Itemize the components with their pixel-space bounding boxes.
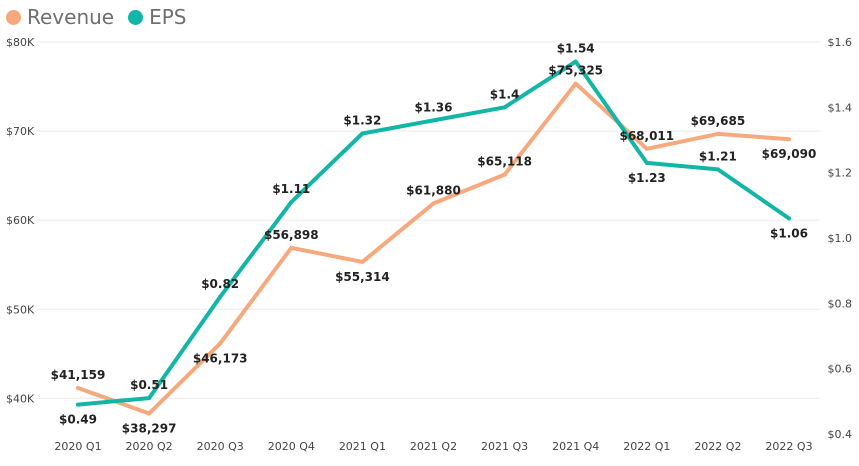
data-label-revenue: $38,297 [122, 422, 177, 436]
data-point-eps [644, 160, 649, 165]
data-point-revenue [787, 137, 791, 142]
legend-item-eps[interactable]: EPS [128, 5, 187, 29]
y-left-tick-label: $40K [6, 392, 35, 405]
legend-swatch-revenue [6, 9, 21, 25]
data-point-revenue [502, 172, 507, 177]
data-label-revenue: $41,159 [51, 368, 106, 382]
series-line-revenue [76, 81, 791, 416]
data-label-eps: $1.11 [272, 182, 310, 196]
data-label-revenue: $68,011 [619, 129, 674, 143]
data-point-eps [218, 294, 223, 299]
data-point-eps [787, 216, 791, 221]
data-point-revenue [715, 131, 720, 136]
x-tick-label: 2021 Q4 [552, 440, 599, 453]
y-right-tick-label: $0.8 [828, 297, 853, 310]
data-point-revenue [76, 386, 80, 391]
x-tick-label: 2022 Q3 [765, 440, 812, 453]
data-label-eps: $1.36 [415, 100, 453, 114]
data-label-eps: $1.54 [557, 42, 595, 56]
x-tick-label: 2020 Q4 [268, 440, 315, 453]
x-tick-label: 2020 Q2 [126, 440, 173, 453]
data-label-eps: $1.32 [343, 113, 381, 127]
data-point-revenue [573, 81, 578, 86]
x-tick-label: 2020 Q3 [197, 440, 244, 453]
legend-label-revenue: Revenue [27, 5, 115, 29]
x-tick-label: 2022 Q2 [694, 440, 741, 453]
legend-swatch-eps [128, 9, 144, 25]
y-left-tick-label: $60K [6, 214, 35, 227]
data-point-eps [147, 396, 152, 401]
data-point-eps [360, 131, 365, 136]
data-point-revenue [644, 146, 649, 151]
y-right-tick-label: $0.6 [828, 363, 853, 376]
legend-label-eps: EPS [149, 5, 187, 29]
data-label-revenue: $69,090 [762, 147, 817, 161]
y-left-tick-label: $50K [6, 303, 35, 316]
y-right-tick-label: $1.6 [828, 36, 853, 49]
x-tick-label: 2021 Q2 [410, 440, 457, 453]
y-left-tick-label: $70K [6, 125, 35, 138]
data-label-eps: $1.23 [628, 171, 666, 185]
data-point-revenue [289, 245, 294, 250]
data-point-revenue [147, 411, 152, 416]
legend-item-revenue[interactable]: Revenue [6, 5, 114, 29]
chart-legend: Revenue EPS [6, 2, 187, 32]
data-point-eps [289, 200, 294, 205]
data-label-eps: $0.51 [130, 378, 168, 392]
data-label-eps: $1.21 [699, 149, 737, 163]
data-label-eps: $0.82 [201, 277, 239, 291]
data-label-revenue: $56,898 [264, 228, 319, 242]
data-label-revenue: $69,685 [691, 114, 746, 128]
data-point-eps [715, 167, 720, 172]
y-left-tick-label: $80K [6, 36, 35, 49]
data-point-revenue [360, 259, 365, 264]
data-label-revenue: $61,880 [406, 183, 461, 197]
data-point-eps [573, 59, 578, 64]
data-point-revenue [218, 341, 223, 346]
x-tick-label: 2021 Q1 [339, 440, 386, 453]
y-right-tick-label: $1.0 [828, 232, 853, 245]
x-tick-label: 2022 Q1 [623, 440, 670, 453]
data-label-revenue: $46,173 [193, 351, 248, 365]
x-tick-label: 2021 Q3 [481, 440, 528, 453]
data-label-revenue: $65,118 [477, 155, 532, 169]
data-label-eps: $1.4 [490, 87, 520, 101]
data-point-eps [431, 118, 436, 123]
y-right-tick-label: $1.4 [828, 101, 853, 114]
data-point-eps [502, 105, 507, 110]
data-label-eps: $0.49 [59, 413, 97, 427]
y-right-tick-label: $0.4 [828, 428, 853, 441]
x-tick-label: 2020 Q1 [54, 440, 101, 453]
data-point-revenue [431, 201, 436, 206]
data-label-revenue: $75,325 [548, 64, 603, 78]
data-label-revenue: $55,314 [335, 270, 390, 284]
data-point-eps [76, 402, 80, 407]
y-right-tick-label: $1.2 [828, 167, 853, 180]
data-label-eps: $1.06 [770, 226, 808, 240]
